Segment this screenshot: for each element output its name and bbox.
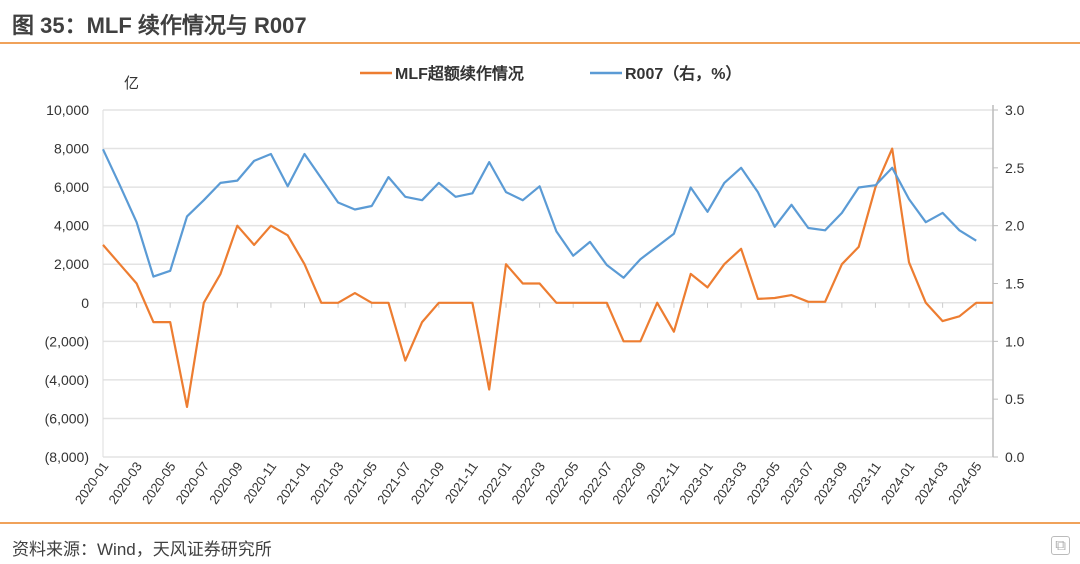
right-tick-label: 1.5 (1005, 276, 1025, 292)
legend-label: R007（右，%） (625, 64, 741, 83)
left-tick-label: 10,000 (46, 102, 89, 118)
x-tick-label: 2020-09 (206, 459, 246, 507)
x-tick-label: 2020-05 (139, 459, 179, 507)
left-tick-label: (2,000) (45, 333, 89, 349)
header-divider (0, 42, 1080, 44)
x-tick-label: 2020-03 (105, 459, 145, 507)
left-tick-label: (8,000) (45, 449, 89, 465)
x-tick-label: 2023-09 (811, 459, 851, 507)
right-tick-label: 2.5 (1005, 160, 1025, 176)
x-tick-label: 2022-09 (609, 459, 649, 507)
right-tick-label: 1.0 (1005, 333, 1025, 349)
x-tick-label: 2023-07 (777, 459, 817, 507)
x-tick-label: 2022-07 (576, 459, 616, 507)
left-tick-label: 4,000 (54, 218, 89, 234)
footer-divider (0, 522, 1080, 524)
x-tick-label: 2024-01 (878, 459, 918, 507)
x-tick-label: 2023-05 (743, 459, 783, 507)
right-tick-label: 3.0 (1005, 102, 1025, 118)
right-tick-label: 0.0 (1005, 449, 1025, 465)
line-chart: (8,000) (6,000) (4,000) (2,000) 0 2,000 4,000 6… (45, 64, 1025, 507)
x-tick-label: 2024-03 (911, 459, 951, 507)
x-tick-label: 2023-01 (676, 459, 716, 507)
series-line-r007 (102, 148, 977, 279)
right-tick-label: 2.0 (1005, 218, 1025, 234)
legend-label: MLF超额续作情况 (395, 64, 524, 83)
left-tick-label: 2,000 (54, 256, 89, 272)
source-note: 资料来源：Wind，天风证券研究所 (12, 540, 272, 559)
chart-title: 图 35：MLF 续作情况与 R007 (12, 13, 307, 38)
left-tick-label: 0 (81, 295, 89, 311)
watermark-logo: ⧉ (1051, 536, 1070, 555)
x-tick-label: 2024-05 (945, 459, 985, 507)
x-tick-label: 2022-05 (542, 459, 582, 507)
right-tick-label: 0.5 (1005, 391, 1025, 407)
x-tick-label: 2021-03 (307, 459, 347, 507)
x-tick-label: 2021-01 (273, 459, 313, 507)
x-tick-label: 2020-01 (72, 459, 112, 507)
left-tick-label: (6,000) (45, 410, 89, 426)
left-tick-label: 8,000 (54, 141, 89, 157)
x-tick-label: 2022-03 (508, 459, 548, 507)
x-tick-label: 2022-01 (475, 459, 515, 507)
left-axis-unit: 亿 (124, 75, 139, 92)
x-tick-label: 2021-05 (340, 459, 380, 507)
x-tick-label: 2020-07 (173, 459, 213, 507)
left-tick-label: (4,000) (45, 372, 89, 388)
x-tick-label: 2021-09 (408, 459, 448, 507)
left-tick-label: 6,000 (54, 179, 89, 195)
series-line-mlf (102, 147, 993, 408)
x-tick-label: 2023-03 (710, 459, 750, 507)
x-tick-label: 2021-07 (374, 459, 414, 507)
